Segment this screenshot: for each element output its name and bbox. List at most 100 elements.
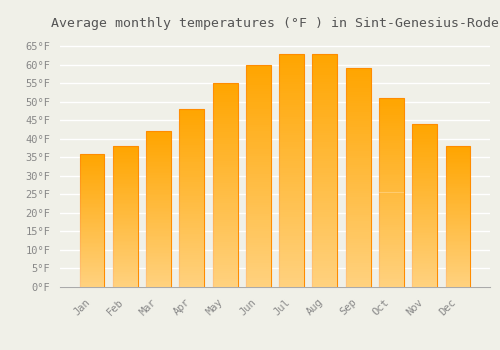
Bar [180,205,204,207]
Bar [180,184,204,186]
Bar [312,266,338,268]
Bar [113,200,138,201]
Bar [212,226,238,228]
Bar [212,148,238,150]
Bar [412,253,437,254]
Bar [180,120,204,121]
Bar [146,212,171,214]
Bar [446,252,470,253]
Bar [312,226,338,229]
Bar [146,250,171,251]
Bar [412,186,437,188]
Bar [246,96,271,98]
Bar [312,86,338,89]
Bar [446,146,470,148]
Bar [446,279,470,280]
Bar [279,229,304,231]
Bar [146,150,171,152]
Bar [246,93,271,96]
Bar [212,216,238,218]
Bar [412,275,437,277]
Bar [446,239,470,240]
Bar [379,193,404,194]
Bar [212,199,238,201]
Bar [379,272,404,274]
Bar [446,253,470,254]
Bar [412,217,437,218]
Bar [446,153,470,155]
Bar [279,82,304,84]
Bar [412,124,437,287]
Bar [379,147,404,149]
Bar [146,204,171,206]
Bar [446,263,470,265]
Bar [246,98,271,100]
Bar [180,154,204,155]
Bar [446,203,470,204]
Bar [146,162,171,164]
Bar [180,113,204,114]
Bar [113,188,138,190]
Bar [346,68,370,287]
Bar [446,155,470,156]
Bar [146,153,171,155]
Bar [212,153,238,154]
Bar [279,58,304,61]
Bar [312,240,338,243]
Bar [180,264,204,266]
Bar [113,160,138,162]
Bar [80,195,104,196]
Bar [379,130,404,132]
Bar [80,184,104,186]
Bar [146,173,171,175]
Bar [113,167,138,169]
Bar [146,278,171,279]
Bar [279,96,304,98]
Bar [312,257,338,259]
Bar [180,155,204,157]
Bar [146,169,171,170]
Bar [113,215,138,217]
Bar [80,216,104,218]
Bar [113,211,138,212]
Bar [379,179,404,181]
Bar [113,219,138,221]
Bar [180,274,204,277]
Bar [180,182,204,184]
Bar [379,177,404,179]
Bar [379,225,404,226]
Bar [113,256,138,258]
Bar [346,285,370,287]
Bar [379,102,404,104]
Bar [80,194,104,195]
Bar [312,264,338,266]
Bar [80,255,104,256]
Bar [212,234,238,236]
Bar [246,162,271,165]
Bar [212,271,238,273]
Bar [312,82,338,84]
Bar [412,228,437,230]
Bar [412,238,437,240]
Bar [80,254,104,255]
Bar [212,210,238,212]
Bar [279,224,304,226]
Bar [146,133,171,134]
Bar [80,207,104,208]
Bar [212,220,238,222]
Bar [346,175,370,178]
Bar [180,266,204,267]
Bar [180,177,204,178]
Bar [446,256,470,258]
Bar [312,219,338,222]
Bar [113,184,138,186]
Bar [279,257,304,259]
Bar [113,177,138,178]
Bar [80,262,104,263]
Bar [80,192,104,194]
Bar [246,134,271,136]
Bar [246,205,271,207]
Bar [279,84,304,86]
Bar [146,181,171,183]
Bar [312,194,338,196]
